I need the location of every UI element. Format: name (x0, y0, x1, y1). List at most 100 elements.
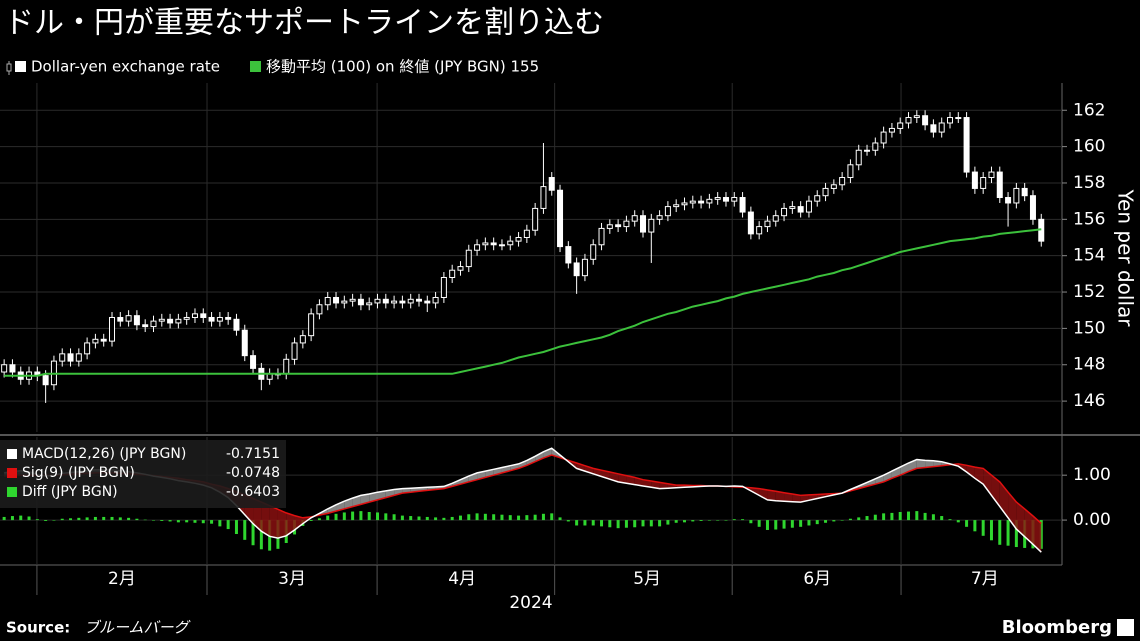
diff-bar (27, 516, 31, 521)
candle-body (971, 171, 978, 189)
candle-body (357, 298, 364, 306)
source-label: Source: (6, 619, 70, 637)
candle-body (689, 200, 696, 204)
diff-bar (118, 517, 122, 521)
macd-signal-fill (883, 471, 892, 482)
candle-body (324, 296, 331, 306)
diff-bar (591, 520, 595, 526)
chart-title: ドル・円が重要なサポートラインを割り込む (4, 6, 604, 41)
diff-bar (682, 520, 686, 523)
diff-bar (716, 520, 720, 521)
candle-body (407, 298, 414, 304)
candle-body (897, 122, 904, 129)
candle-body (216, 316, 223, 322)
candle-body (291, 342, 298, 360)
x-tick-label: 5月 (633, 569, 661, 589)
candle-body (100, 338, 107, 342)
candle-body (200, 313, 207, 318)
diff-bar (93, 516, 97, 521)
legend-swatch (7, 487, 17, 497)
diff-bar (69, 518, 73, 521)
macd-signal-fill (518, 460, 527, 469)
legend-label: Dollar-yen exchange rate (31, 58, 220, 76)
diff-bar (981, 520, 985, 536)
diff-bar (367, 512, 371, 521)
y-tick-label: 160 (1073, 137, 1105, 157)
diff-bar (815, 520, 819, 525)
macd-signal-fill (651, 481, 660, 489)
candle-body (225, 316, 232, 320)
candle-body (1005, 197, 1012, 204)
candle-body (283, 358, 290, 375)
candle-body (905, 117, 912, 124)
candle-body (573, 262, 580, 277)
diff-bar (127, 517, 131, 521)
diff-bar (765, 520, 769, 530)
diff-bar (185, 520, 189, 523)
candle-body (9, 364, 16, 373)
macd-signal-fill (277, 509, 287, 539)
candle-body (507, 240, 514, 246)
diff-bar (334, 513, 338, 521)
diff-bar (492, 514, 496, 521)
candle-body (415, 298, 422, 302)
candle-body (772, 215, 779, 222)
diff-bar (218, 520, 222, 527)
macd-signal-fill (792, 494, 801, 503)
candle-body (864, 149, 871, 152)
candle-body (557, 189, 564, 248)
diff-bar (210, 520, 214, 524)
diff-bar (799, 520, 803, 527)
diff-bar (417, 516, 421, 521)
diff-bar (351, 511, 355, 521)
diff-bar (541, 513, 545, 521)
candle-body (797, 206, 804, 213)
diff-bar (633, 520, 637, 528)
candle-body (92, 338, 99, 344)
diff-bar (309, 520, 313, 521)
candle-body (714, 197, 721, 200)
y-tick-label: 146 (1073, 391, 1105, 411)
diff-bar (102, 516, 106, 521)
diff-bar (533, 514, 537, 521)
diff-bar (483, 513, 487, 521)
y-tick-label: 1.00 (1073, 465, 1111, 485)
candle-body (722, 197, 729, 202)
legend-swatch (7, 468, 17, 478)
candle-body (474, 244, 481, 251)
macd-signal-fill (991, 475, 1000, 507)
candle-body (532, 207, 539, 231)
diff-bar (409, 516, 413, 521)
candle-body (963, 117, 970, 173)
candle-body (482, 242, 489, 246)
diff-bar (376, 512, 380, 521)
x-tick-label: 4月 (448, 569, 476, 589)
candle-body (175, 318, 182, 324)
moving-average-line (4, 228, 1042, 377)
legend-swatch (15, 61, 26, 72)
candle-body (1013, 187, 1020, 204)
y-tick-label: 152 (1073, 282, 1105, 302)
legend-candle-icon (6, 63, 12, 72)
diff-bar (384, 513, 388, 521)
candle-body (789, 206, 796, 209)
candle-body (565, 246, 572, 264)
macd-signal-fill (983, 468, 992, 496)
macd-signal-fill (626, 475, 635, 485)
candle-body (391, 300, 398, 304)
diff-bar (865, 516, 869, 521)
diff-bar (500, 514, 504, 521)
candle-body (341, 300, 348, 304)
candle-body (432, 296, 439, 304)
candle-body (656, 215, 663, 220)
diff-bar (699, 520, 703, 521)
candle-body (681, 202, 688, 206)
candle-body (640, 215, 647, 233)
diff-bar (193, 520, 197, 523)
diff-bar (658, 520, 662, 527)
candle-body (167, 318, 174, 324)
diff-bar (558, 517, 562, 521)
y-tick-label: 0.00 (1073, 510, 1111, 530)
diff-bar (508, 515, 512, 521)
